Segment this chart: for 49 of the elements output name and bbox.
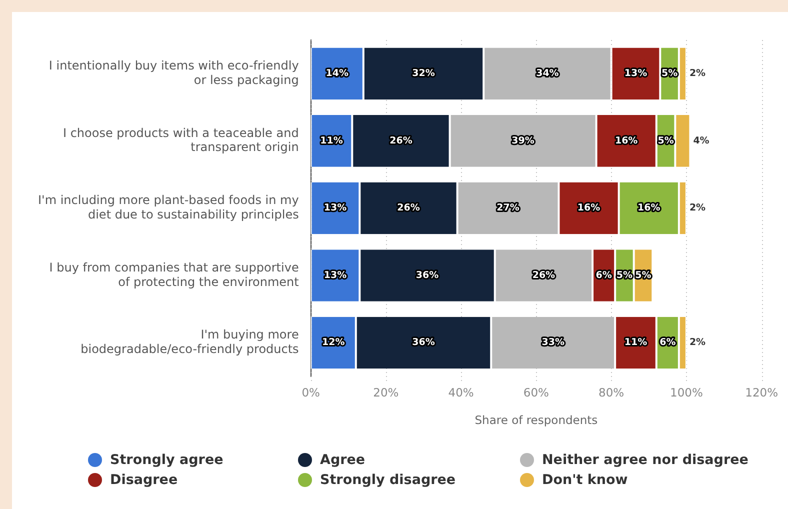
text: 5% xyxy=(635,270,652,281)
x-tick-label: 0% xyxy=(302,385,320,400)
text: 13% xyxy=(324,270,347,281)
x-tick-label: 120% xyxy=(745,385,778,400)
legend-label: Disagree xyxy=(110,472,178,488)
legend-label: Neither agree nor disagree xyxy=(542,452,748,468)
y-tick-label: I buy from companies that are supportive of protecting the environment xyxy=(49,260,300,289)
text: 11% xyxy=(320,135,343,146)
text: 14% xyxy=(326,68,348,80)
y-tick-label: I intentionally buy items with eco-friendly or less packaging xyxy=(48,58,299,87)
text: 26% xyxy=(390,135,412,146)
y-tick-label: I'm including more plant-based foods in my diet due to sustainability principles xyxy=(38,193,299,222)
x-tick-label: 60% xyxy=(523,385,550,400)
text: 39% xyxy=(512,135,534,146)
text: 6% xyxy=(596,270,612,281)
text: 13% xyxy=(324,202,347,214)
text: 11% xyxy=(624,337,648,348)
legend-label: Don't know xyxy=(542,472,628,488)
text: 5% xyxy=(661,68,678,80)
text: 12% xyxy=(322,337,345,348)
text: 4% xyxy=(693,135,710,146)
y-tick-label: I'm buying more biodegradable/eco-friendly products xyxy=(80,328,299,356)
x-tick-label: 100% xyxy=(670,385,703,400)
text: 2% xyxy=(689,202,706,214)
text: 32% xyxy=(412,68,435,80)
text: 13% xyxy=(624,68,648,80)
x-axis-title: Share of respondents xyxy=(474,413,598,428)
text: 16% xyxy=(638,202,660,214)
text: 34% xyxy=(536,68,559,80)
text: 6% xyxy=(660,337,676,348)
text: 26% xyxy=(397,202,420,214)
legend-label: Agree xyxy=(320,452,366,468)
text: 36% xyxy=(412,337,435,348)
text: 16% xyxy=(614,135,638,146)
text: 33% xyxy=(542,337,564,348)
legend-label: Strongly agree xyxy=(110,452,224,468)
text: 27% xyxy=(496,202,520,214)
y-tick-label: I choose products with a teaceable and transparent origin xyxy=(62,126,299,154)
x-tick-label: 80% xyxy=(598,385,624,400)
text: 16% xyxy=(577,202,600,214)
text: 36% xyxy=(416,270,439,281)
x-tick-label: 40% xyxy=(448,385,474,400)
text: 2% xyxy=(689,337,706,348)
text: 5% xyxy=(616,270,633,281)
text: 2% xyxy=(689,68,706,80)
text: 26% xyxy=(532,270,556,281)
text: 5% xyxy=(658,135,674,146)
x-tick-label: 20% xyxy=(373,385,399,400)
legend-label: Strongly disagree xyxy=(320,472,456,488)
